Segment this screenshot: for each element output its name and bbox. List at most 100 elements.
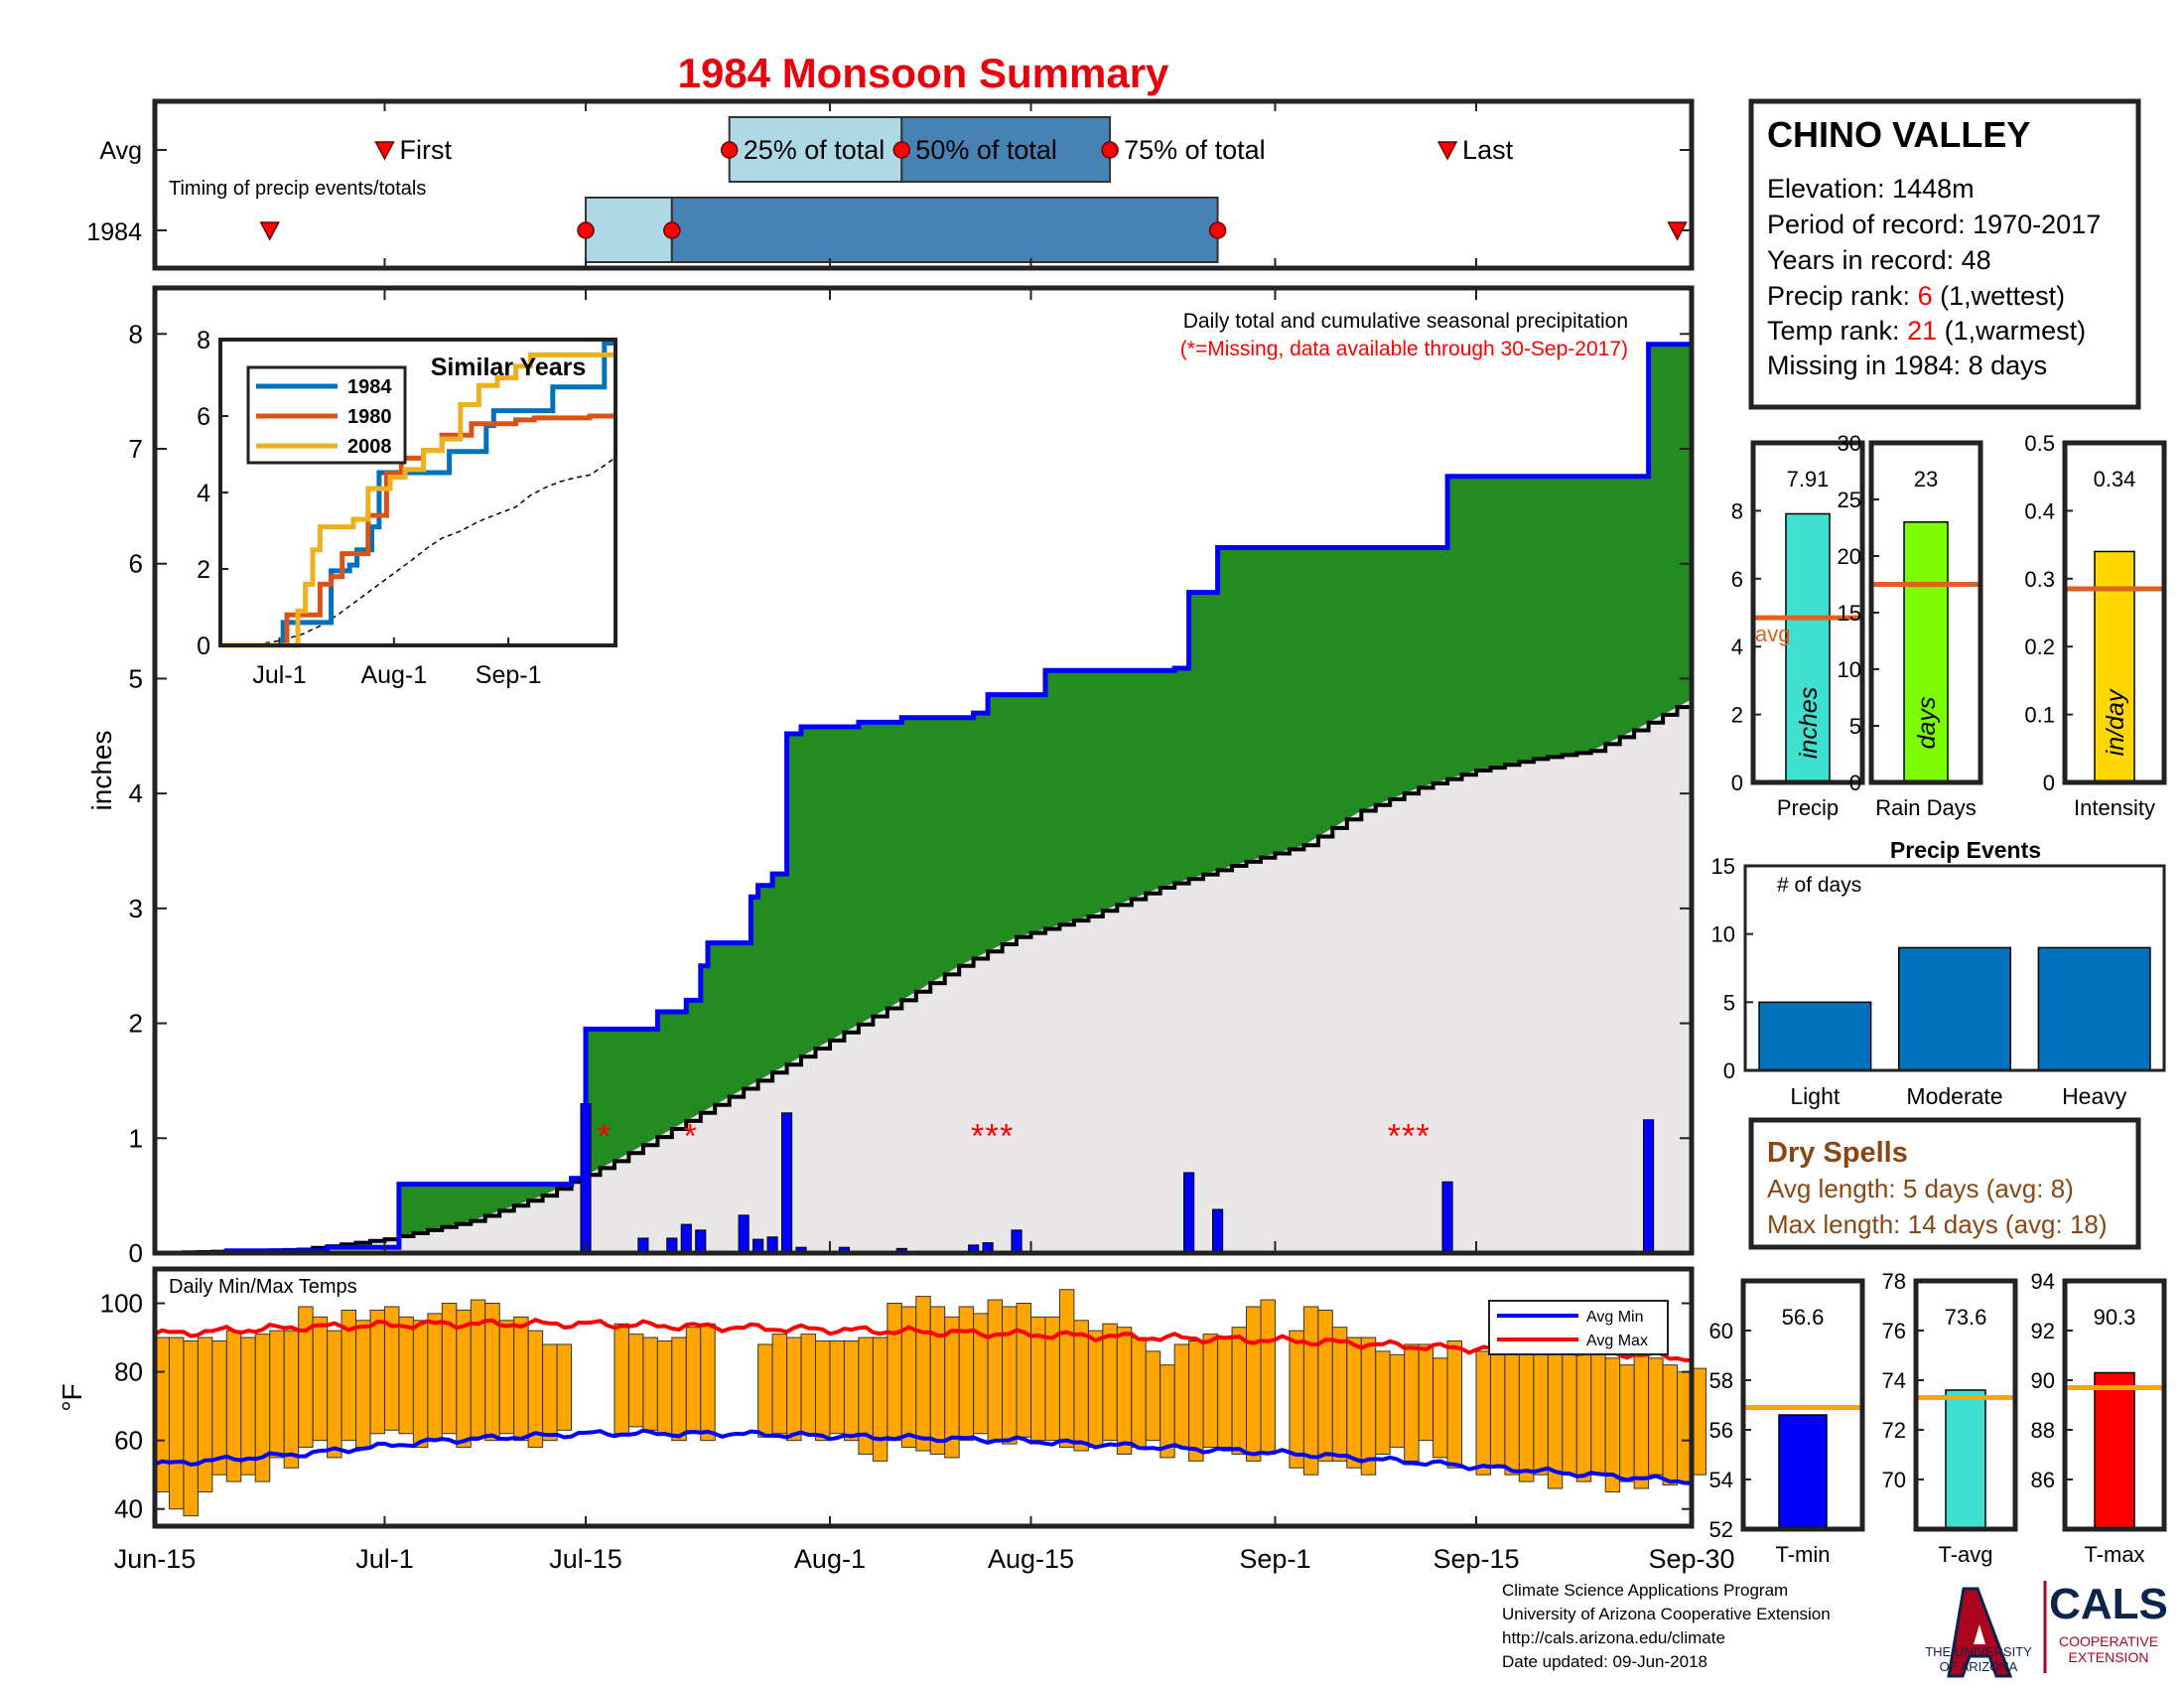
- xlabel-T-min: T-min: [1776, 1542, 1831, 1567]
- daily-temp-bar: [183, 1340, 199, 1517]
- ytick-label-Rain Days: 15: [1838, 601, 1861, 626]
- ytick-label-Intensity: 0.2: [2024, 634, 2055, 659]
- daily-precip-bar: [1011, 1229, 1023, 1254]
- daily-temp-bar: [283, 1330, 300, 1469]
- daily-temp-bar: [614, 1323, 629, 1435]
- page-title: 1984 Monsoon Summary: [678, 50, 1169, 96]
- cals-logo-line2: EXTENSION: [2069, 1649, 2149, 1665]
- timing-avg-25-marker: [720, 141, 739, 159]
- daily-temp-bar: [1317, 1309, 1333, 1462]
- frame-T-avg: [1913, 1278, 2018, 1532]
- ytick-label-T-avg: 74: [1882, 1368, 1906, 1393]
- ytick-label-T-min: 52: [1709, 1517, 1733, 1542]
- timing-note: Timing of precip events/totals: [169, 178, 426, 200]
- footer-line-2: University of Arizona Cooperative Extens…: [1502, 1605, 1831, 1623]
- daily-temp-bar: [1433, 1357, 1448, 1459]
- ytick-label-Precip: 2: [1731, 703, 1743, 728]
- inset-xtick-label: Sep-1: [476, 661, 542, 689]
- daily-precip-bar: [738, 1214, 750, 1254]
- precip-event-bar: [1897, 946, 2012, 1071]
- daily-temp-bar: [1533, 1350, 1549, 1476]
- daily-temp-bar: [1504, 1343, 1520, 1476]
- value-label-Intensity: 0.34: [2094, 467, 2136, 492]
- main-ytick-label: 8: [129, 319, 143, 349]
- missing-day-marker: *: [1388, 1118, 1401, 1156]
- ytick-label-Intensity: 0.5: [2024, 431, 2055, 456]
- daily-temp-bar: [1102, 1323, 1118, 1442]
- daily-temp-bar: [1116, 1327, 1133, 1455]
- unit-label-Precip: inches: [1795, 687, 1823, 759]
- temp-legend: [1488, 1300, 1669, 1355]
- precip-events-ytick-label: 15: [1711, 854, 1735, 879]
- daily-temp-bar: [398, 1316, 414, 1435]
- daily-temp-bar: [757, 1343, 773, 1438]
- station-name: CHINO VALLEY: [1767, 114, 2030, 155]
- main-note-line2: (*=Missing, data available through 30-Se…: [1180, 338, 1628, 360]
- daily-temp-bar: [1217, 1336, 1233, 1449]
- daily-temp-bar: [829, 1340, 845, 1435]
- avg-cumulative-area: [155, 699, 1692, 1253]
- daily-temp-bar: [1231, 1327, 1248, 1455]
- inset-legend-label: 1984: [347, 376, 392, 398]
- inset-avg-dashed-line: [219, 457, 616, 646]
- daily-temp-bar: [556, 1343, 573, 1431]
- inset-xtick-label: Jul-1: [252, 661, 306, 689]
- daily-temp-bar: [843, 1340, 860, 1442]
- daily-temp-bar: [498, 1320, 515, 1435]
- ytick-label-T-max: 88: [2031, 1418, 2055, 1443]
- timing-avg-last-marker: [1436, 141, 1458, 161]
- daily-temp-bar: [1289, 1330, 1304, 1469]
- temp-ytick-label: 60: [114, 1426, 143, 1456]
- temp-ylabel: °F: [57, 1383, 87, 1411]
- inset-ytick-label: 8: [197, 327, 210, 354]
- inset-ytick-label: 0: [197, 633, 210, 660]
- bar-Rain Days: [1903, 521, 1949, 783]
- xtick-label: Sep-15: [1433, 1544, 1519, 1574]
- precip-event-category: Light: [1790, 1083, 1840, 1109]
- daily-temp-bar: [168, 1336, 185, 1510]
- daily-temp-bar: [685, 1327, 702, 1435]
- frame-T-min: [1740, 1278, 1865, 1532]
- daily-temp-bar: [355, 1320, 371, 1449]
- daily-temp-bar: [1562, 1346, 1577, 1476]
- value-label-Precip: 7.91: [1787, 467, 1830, 492]
- dry-spells-max: Max length: 14 days (avg: 18): [1767, 1209, 2108, 1239]
- inset-legend-label: 1980: [347, 406, 392, 428]
- footer-line-3[interactable]: http://cals.arizona.edu/climate: [1502, 1628, 1725, 1647]
- timing-label-first: First: [399, 135, 452, 165]
- ytick-label-Precip: 4: [1731, 634, 1743, 659]
- daily-temp-bar: [1389, 1353, 1406, 1449]
- timing-1984-50-marker: [663, 221, 681, 239]
- xtick-label: Jul-15: [549, 1544, 622, 1574]
- xlabel-T-avg: T-avg: [1938, 1542, 1992, 1567]
- ua-logo-line2: OF ARIZONA: [1940, 1659, 2018, 1674]
- temp-legend-min-label: Avg Min: [1586, 1309, 1644, 1326]
- timing-avg-75-marker: [1101, 141, 1119, 159]
- dry-spells-title: Dry Spells: [1767, 1137, 1908, 1169]
- daily-temp-bar: [527, 1330, 544, 1449]
- daily-precip-bar: [780, 1112, 793, 1254]
- unit-label-Rain Days: days: [1913, 697, 1941, 750]
- ytick-label-T-avg: 70: [1882, 1468, 1906, 1492]
- daily-temp-bar: [887, 1303, 902, 1442]
- temp-panel-title: Daily Min/Max Temps: [169, 1276, 357, 1298]
- frame-Intensity: [2062, 440, 2167, 785]
- daily-temp-bar: [513, 1316, 529, 1442]
- station-years: Years in record: 48: [1767, 245, 1991, 275]
- station-period: Period of record: 1970-2017: [1767, 210, 2101, 239]
- ytick-label-Intensity: 0.4: [2024, 498, 2055, 523]
- timing-label-last: Last: [1462, 135, 1514, 165]
- ytick-label-T-max: 92: [2031, 1319, 2055, 1343]
- daily-temp-bar: [800, 1334, 816, 1435]
- main-ytick-label: 3: [129, 894, 143, 923]
- missing-day-marker: *: [971, 1118, 984, 1156]
- main-ylabel: inches: [86, 731, 117, 811]
- avg-cumulative-line: [155, 699, 1694, 1255]
- daily-temp-bar: [915, 1296, 931, 1452]
- daily-precip-bar: [1643, 1119, 1655, 1254]
- daily-temp-bar: [1590, 1350, 1606, 1476]
- precip-events-ytick-label: 0: [1723, 1058, 1735, 1083]
- station-precip-rank: Precip rank: 6 (1,wettest): [1767, 281, 2065, 311]
- temp-ytick-label: 80: [114, 1357, 143, 1387]
